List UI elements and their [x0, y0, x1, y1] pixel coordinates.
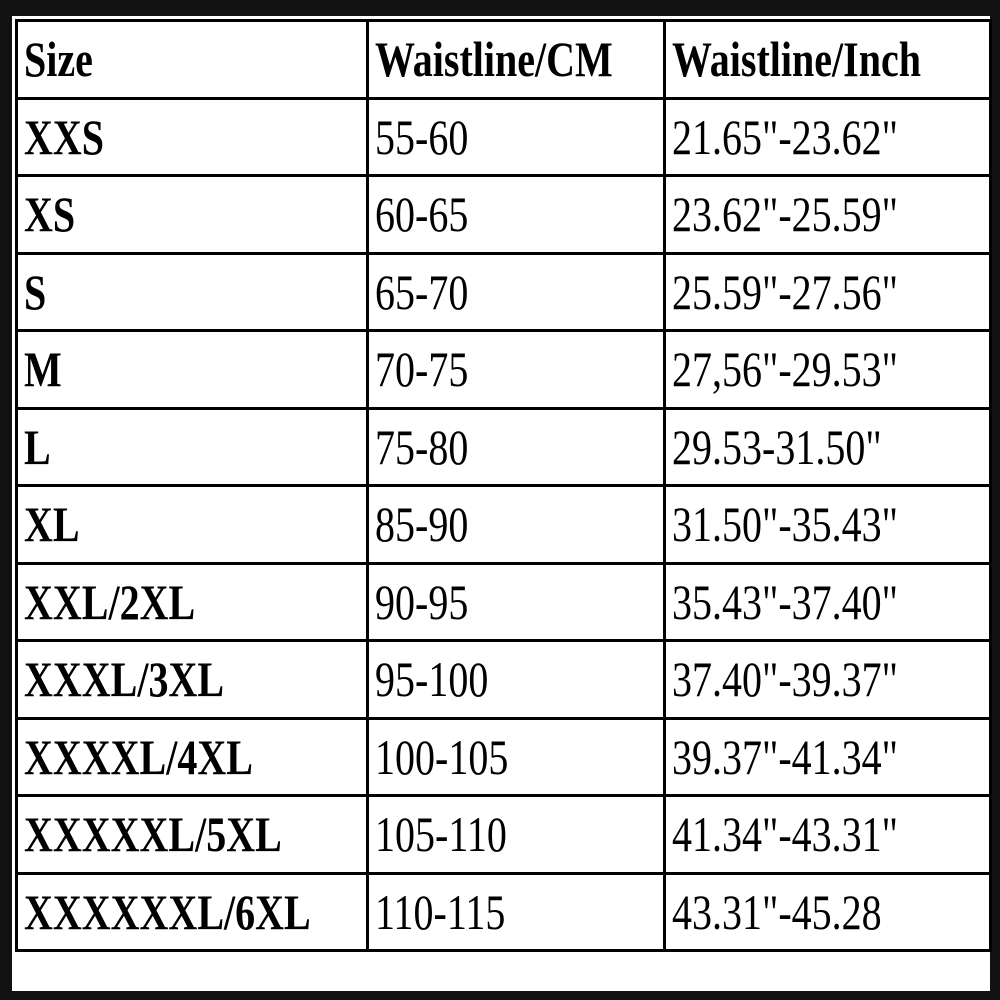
header-waistline-cm-label: Waistline/CM — [375, 31, 613, 88]
waistline-cm-cell-text: 65-70 — [375, 263, 469, 320]
header-waistline-inch: Waistline/Inch — [663, 19, 992, 100]
waistline-cm-cell: 60-65 — [366, 174, 666, 255]
size-cell-text: S — [24, 263, 47, 320]
waistline-inch-cell: 21.65"-23.62" — [663, 96, 992, 177]
header-size: Size — [15, 19, 369, 100]
waistline-inch-cell-text: 21.65"-23.62" — [672, 108, 898, 165]
size-cell-text: XL — [24, 496, 80, 553]
size-cell-text: XXXXXXL/6XL — [24, 883, 311, 940]
waistline-inch-cell-text: 37.40"-39.37" — [672, 651, 898, 708]
waistline-inch-cell-text: 27,56"-29.53" — [672, 341, 898, 398]
waistline-cm-cell-text: 75-80 — [375, 418, 469, 475]
size-cell-text: L — [24, 418, 51, 475]
table-row: M 70-75 27,56"-29.53" — [15, 329, 992, 410]
waistline-cm-cell-text: 105-110 — [375, 806, 507, 863]
waistline-cm-cell: 55-60 — [366, 96, 666, 177]
size-cell: S — [15, 251, 369, 332]
waistline-inch-cell: 25.59"-27.56" — [663, 251, 992, 332]
size-cell-text: XXXXL/4XL — [24, 728, 253, 785]
waistline-inch-cell-text: 23.62"-25.59" — [672, 186, 898, 243]
size-cell: M — [15, 329, 369, 410]
waistline-inch-cell: 29.53-31.50" — [663, 406, 992, 487]
size-cell-text: XXL/2XL — [24, 573, 196, 630]
size-chart-table: Size Waistline/CM Waistline/Inch XXS 55-6… — [15, 19, 992, 952]
waistline-cm-cell: 110-115 — [366, 871, 666, 952]
header-waistline-cm: Waistline/CM — [366, 19, 666, 100]
waistline-cm-cell-text: 70-75 — [375, 341, 469, 398]
waistline-inch-cell: 41.34"-43.31" — [663, 794, 992, 875]
table-row: XL 85-90 31.50"-35.43" — [15, 484, 992, 565]
waistline-inch-cell-text: 25.59"-27.56" — [672, 263, 898, 320]
waistline-inch-cell: 43.31"-45.28 — [663, 871, 992, 952]
size-chart-sheet: Size Waistline/CM Waistline/Inch XXS 55-6… — [12, 16, 992, 991]
waistline-inch-cell-text: 41.34"-43.31" — [672, 806, 898, 863]
size-cell-text: XXXL/3XL — [24, 651, 225, 708]
waistline-inch-cell: 39.37"-41.34" — [663, 716, 992, 797]
waistline-inch-cell: 37.40"-39.37" — [663, 639, 992, 720]
waistline-cm-cell: 100-105 — [366, 716, 666, 797]
waistline-inch-cell: 23.62"-25.59" — [663, 174, 992, 255]
table-row: S 65-70 25.59"-27.56" — [15, 251, 992, 332]
waistline-cm-cell-text: 110-115 — [375, 883, 506, 940]
size-cell: XXXXXXL/6XL — [15, 871, 369, 952]
size-cell: L — [15, 406, 369, 487]
waistline-cm-cell: 85-90 — [366, 484, 666, 565]
size-cell: XXL/2XL — [15, 561, 369, 642]
waistline-cm-cell-text: 90-95 — [375, 573, 469, 630]
table-body: XXS 55-60 21.65"-23.62" XS 60-65 23.62"-25.59… — [15, 96, 992, 952]
waistline-cm-cell: 105-110 — [366, 794, 666, 875]
waistline-inch-cell-text: 39.37"-41.34" — [672, 728, 898, 785]
size-cell-text: XS — [24, 186, 76, 243]
size-cell-text: XXS — [24, 108, 105, 165]
table-row: XXL/2XL 90-95 35.43"-37.40" — [15, 561, 992, 642]
waistline-cm-cell: 65-70 — [366, 251, 666, 332]
size-cell: XS — [15, 174, 369, 255]
header-waistline-inch-label: Waistline/Inch — [672, 31, 921, 88]
waistline-cm-cell-text: 95-100 — [375, 651, 489, 708]
waistline-inch-cell: 31.50"-35.43" — [663, 484, 992, 565]
waistline-cm-cell-text: 60-65 — [375, 186, 469, 243]
table-row: XXXXL/4XL 100-105 39.37"-41.34" — [15, 716, 992, 797]
size-cell: XXXXXL/5XL — [15, 794, 369, 875]
size-cell: XXXL/3XL — [15, 639, 369, 720]
waistline-cm-cell: 75-80 — [366, 406, 666, 487]
waistline-cm-cell: 95-100 — [366, 639, 666, 720]
waistline-inch-cell: 27,56"-29.53" — [663, 329, 992, 410]
waistline-cm-cell: 70-75 — [366, 329, 666, 410]
size-cell: XXXXL/4XL — [15, 716, 369, 797]
waistline-cm-cell-text: 100-105 — [375, 728, 509, 785]
waistline-cm-cell: 90-95 — [366, 561, 666, 642]
table-row: XXS 55-60 21.65"-23.62" — [15, 96, 992, 177]
header-row: Size Waistline/CM Waistline/Inch — [15, 19, 992, 100]
waistline-inch-cell-text: 31.50"-35.43" — [672, 496, 898, 553]
waistline-cm-cell-text: 85-90 — [375, 496, 469, 553]
waistline-inch-cell-text: 43.31"-45.28 — [672, 883, 882, 940]
table-row: XXXXXXL/6XL 110-115 43.31"-45.28 — [15, 871, 992, 952]
table-row: L 75-80 29.53-31.50" — [15, 406, 992, 487]
size-cell: XL — [15, 484, 369, 565]
size-cell: XXS — [15, 96, 369, 177]
waistline-cm-cell-text: 55-60 — [375, 108, 469, 165]
size-cell-text: XXXXXL/5XL — [24, 806, 282, 863]
table-row: XS 60-65 23.62"-25.59" — [15, 174, 992, 255]
table-row: XXXXXL/5XL 105-110 41.34"-43.31" — [15, 794, 992, 875]
size-cell-text: M — [24, 341, 62, 398]
waistline-inch-cell: 35.43"-37.40" — [663, 561, 992, 642]
waistline-inch-cell-text: 29.53-31.50" — [672, 418, 882, 475]
waistline-inch-cell-text: 35.43"-37.40" — [672, 573, 898, 630]
header-size-label: Size — [24, 31, 93, 88]
table-row: XXXL/3XL 95-100 37.40"-39.37" — [15, 639, 992, 720]
